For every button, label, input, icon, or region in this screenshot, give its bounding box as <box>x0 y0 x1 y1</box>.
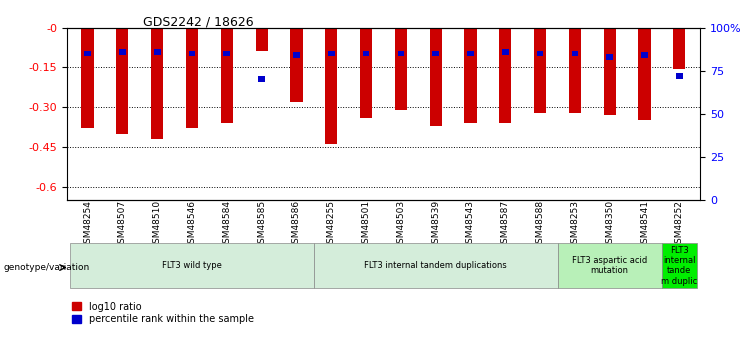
Bar <box>397 51 405 56</box>
Text: GSM48584: GSM48584 <box>222 200 231 249</box>
Bar <box>221 28 233 123</box>
Bar <box>256 28 268 51</box>
Bar <box>676 73 682 79</box>
Bar <box>259 77 265 82</box>
Bar <box>186 28 198 128</box>
Bar <box>499 28 511 123</box>
Text: GSM48539: GSM48539 <box>431 200 440 249</box>
Bar <box>569 28 581 112</box>
Bar <box>639 28 651 120</box>
Text: GSM48546: GSM48546 <box>187 200 196 249</box>
Text: FLT3
internal
tande
m duplic: FLT3 internal tande m duplic <box>661 246 697 286</box>
Bar <box>325 28 337 144</box>
Bar <box>154 49 161 55</box>
Bar <box>84 51 91 56</box>
Bar <box>293 52 300 58</box>
Text: GSM48587: GSM48587 <box>501 200 510 249</box>
Bar <box>119 49 126 55</box>
Bar <box>467 51 473 56</box>
Bar <box>430 28 442 126</box>
Text: GSM48507: GSM48507 <box>118 200 127 249</box>
Text: FLT3 wild type: FLT3 wild type <box>162 261 222 270</box>
FancyBboxPatch shape <box>70 243 314 288</box>
Bar <box>571 51 578 56</box>
FancyBboxPatch shape <box>662 243 697 288</box>
Text: GSM48350: GSM48350 <box>605 200 614 249</box>
Text: FLT3 aspartic acid
mutation: FLT3 aspartic acid mutation <box>572 256 648 275</box>
Text: GSM48510: GSM48510 <box>153 200 162 249</box>
Bar <box>189 51 196 56</box>
Text: GSM48585: GSM48585 <box>257 200 266 249</box>
Text: FLT3 internal tandem duplications: FLT3 internal tandem duplications <box>365 261 507 270</box>
Bar <box>151 28 163 139</box>
Bar <box>432 51 439 56</box>
Bar <box>502 49 508 55</box>
Bar <box>641 52 648 58</box>
Bar <box>82 28 93 128</box>
Legend: log10 ratio, percentile rank within the sample: log10 ratio, percentile rank within the … <box>72 302 254 325</box>
Text: genotype/variation: genotype/variation <box>4 263 90 272</box>
Bar <box>604 28 616 115</box>
Text: GSM48503: GSM48503 <box>396 200 405 249</box>
FancyBboxPatch shape <box>314 243 557 288</box>
Text: GSM48541: GSM48541 <box>640 200 649 249</box>
Text: GSM48252: GSM48252 <box>675 200 684 249</box>
Bar <box>224 51 230 56</box>
Bar <box>536 51 543 56</box>
Bar <box>674 28 685 69</box>
Text: GSM48501: GSM48501 <box>362 200 370 249</box>
Bar <box>360 28 372 118</box>
Bar <box>465 28 476 123</box>
Text: GDS2242 / 18626: GDS2242 / 18626 <box>143 16 253 29</box>
FancyBboxPatch shape <box>557 243 662 288</box>
Text: GSM48255: GSM48255 <box>327 200 336 249</box>
Bar <box>290 28 302 102</box>
Text: GSM48588: GSM48588 <box>536 200 545 249</box>
Bar <box>395 28 407 110</box>
Bar <box>362 51 370 56</box>
Bar <box>606 54 613 60</box>
Bar <box>534 28 546 112</box>
Text: GSM48586: GSM48586 <box>292 200 301 249</box>
Text: GSM48253: GSM48253 <box>571 200 579 249</box>
Text: GSM48254: GSM48254 <box>83 200 92 249</box>
Bar <box>328 51 335 56</box>
Text: GSM48543: GSM48543 <box>466 200 475 249</box>
Bar <box>116 28 128 134</box>
